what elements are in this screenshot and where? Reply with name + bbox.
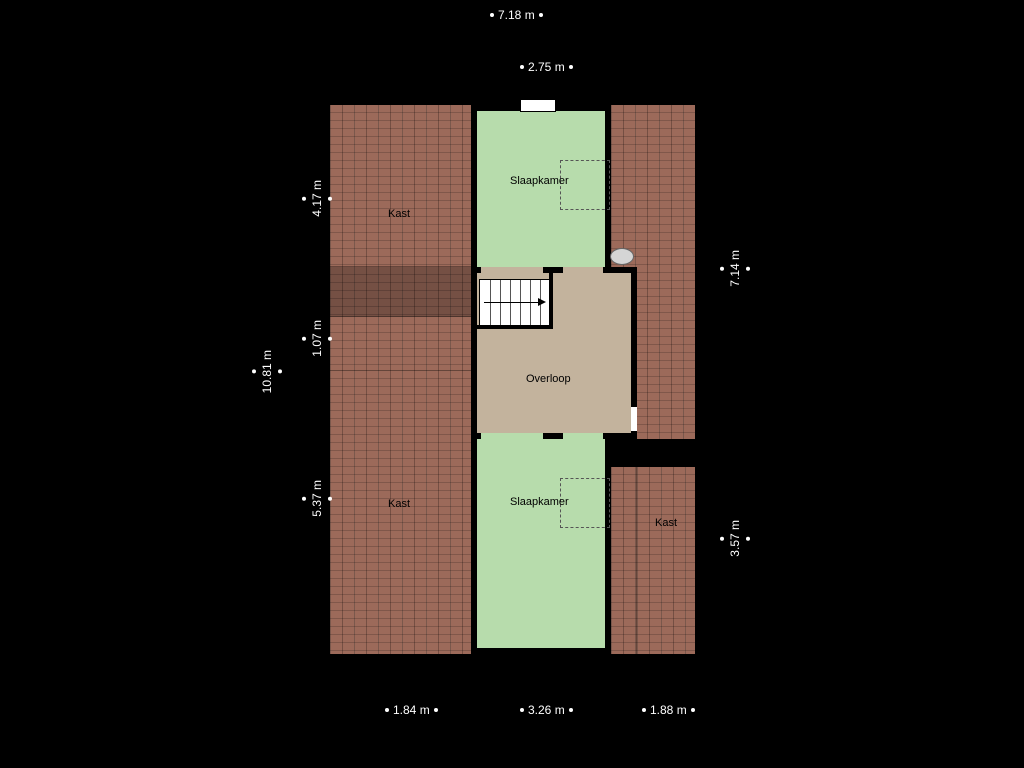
dim-value: 1.07 m (310, 320, 324, 357)
dim-value: 4.17 m (310, 180, 324, 217)
roof-right-kast (637, 467, 695, 654)
stair-wall-bottom (477, 325, 553, 329)
dim-value: 7.14 m (728, 250, 742, 287)
dim-value: 10.81 m (260, 350, 274, 393)
room-slaapkamer-bottom (471, 433, 611, 654)
dim-right-upper: 7.14 m (720, 250, 750, 287)
label-slaapkamer-top: Slaapkamer (510, 175, 569, 187)
sink-icon (610, 248, 634, 265)
dim-left-1: 4.17 m (302, 180, 332, 217)
gap-overloop-top-left (481, 267, 543, 273)
roof-left-mid-dark (330, 267, 471, 317)
dim-right-lower: 3.57 m (720, 520, 750, 557)
dim-left-3: 5.37 m (302, 480, 332, 517)
dim-value: 1.88 m (650, 703, 687, 717)
wall-fragment-bot-kast-top (611, 439, 695, 445)
dim-bottom-1: 1.84 m (385, 703, 438, 717)
dim-bottom-2: 3.26 m (520, 703, 573, 717)
roof-left-mid (330, 317, 471, 372)
roof-right-upper-notch (611, 467, 637, 654)
floor-plan-stage: Slaapkamer Overloop Slaapkamer Kast Kast… (0, 0, 1024, 768)
label-kast-bottom-right: Kast (655, 517, 677, 529)
dim-value: 3.57 m (728, 520, 742, 557)
dim-top-inner: 2.75 m (520, 60, 573, 74)
gap-overloop-bot-right (563, 433, 603, 439)
dim-value: 5.37 m (310, 480, 324, 517)
window-top (520, 99, 556, 112)
stair-wall-right (549, 273, 553, 329)
label-kast-bottom-left: Kast (388, 498, 410, 510)
roof-left-top (330, 105, 471, 267)
dim-top-outer: 7.18 m (490, 8, 543, 22)
label-slaapkamer-bottom: Slaapkamer (510, 496, 569, 508)
dim-value: 2.75 m (528, 60, 565, 74)
label-overloop: Overloop (526, 373, 571, 385)
dim-value: 3.26 m (528, 703, 565, 717)
gap-overloop-right-door (631, 406, 637, 432)
dim-value: 7.18 m (498, 8, 535, 22)
stairs (479, 279, 551, 327)
dim-value: 1.84 m (393, 703, 430, 717)
roof-left-bottom (330, 371, 471, 654)
gap-overloop-bot-left (481, 433, 543, 439)
dim-bottom-3: 1.88 m (642, 703, 695, 717)
dim-left-2: 1.07 m (302, 320, 332, 357)
dim-left-outer: 10.81 m (252, 350, 282, 393)
wall-fragment-top-right (607, 267, 637, 273)
label-kast-top-left: Kast (388, 208, 410, 220)
gap-overloop-top-right (563, 267, 603, 273)
